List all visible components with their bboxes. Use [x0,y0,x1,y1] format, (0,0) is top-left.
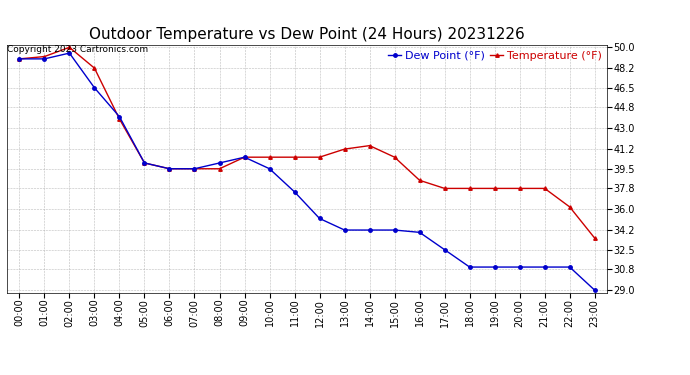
Legend: Dew Point (°F), Temperature (°F): Dew Point (°F), Temperature (°F) [388,51,602,60]
Title: Outdoor Temperature vs Dew Point (24 Hours) 20231226: Outdoor Temperature vs Dew Point (24 Hou… [89,27,525,42]
Text: Copyright 2023 Cartronics.com: Copyright 2023 Cartronics.com [7,45,148,54]
